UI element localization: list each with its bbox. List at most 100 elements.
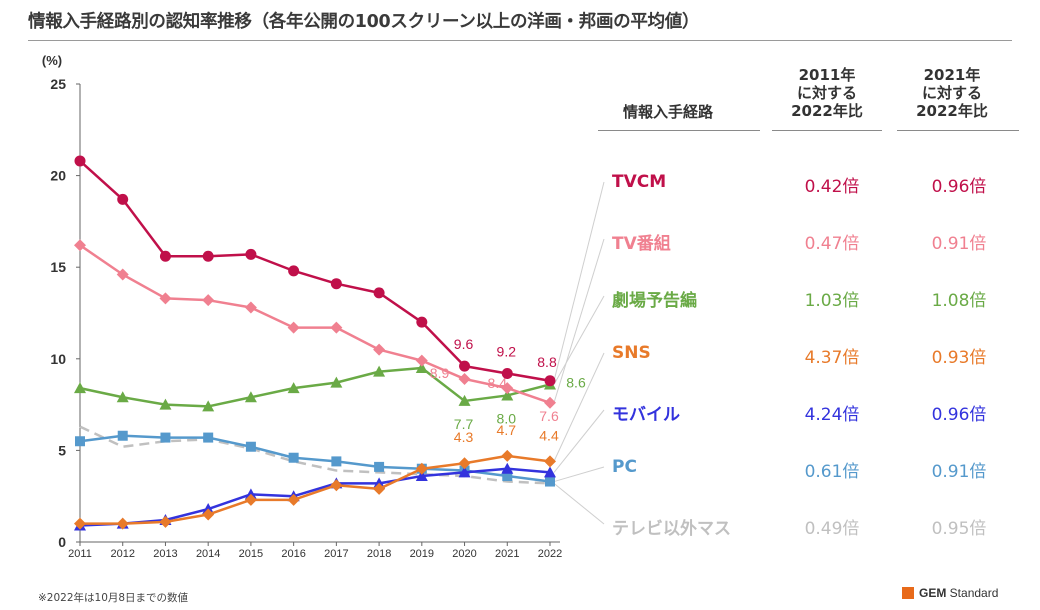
series-line-6 [79, 425, 551, 485]
data-point [373, 482, 386, 495]
data-point [501, 389, 514, 401]
x-tick-label: 2018 [367, 548, 391, 560]
page-title: 情報入手経路別の認知率推移（各年公開の100スクリーン以上の洋画・邦画の平均値） [28, 12, 700, 32]
y-tick-label: 10 [50, 351, 66, 367]
ratio-vs-2011: 1.03倍 [804, 291, 860, 311]
series-line-2 [79, 366, 551, 408]
header-rule-route [598, 130, 760, 131]
series-line-0 [79, 160, 551, 383]
data-point [287, 493, 300, 506]
row-label: PC [612, 457, 637, 477]
data-point [373, 343, 386, 356]
data-point [159, 292, 172, 305]
data-point [331, 456, 342, 467]
y-tick-label: 5 [58, 442, 66, 458]
data-point [116, 391, 129, 403]
data-point [545, 476, 555, 487]
row-label: TV番組 [612, 234, 671, 254]
data-point [116, 517, 129, 530]
leader-line [553, 295, 605, 385]
data-point [288, 265, 300, 277]
data-point [202, 294, 215, 307]
header-vs-2011: 2011年 に対する 2022年比 [791, 66, 863, 120]
data-point [330, 479, 343, 492]
leader-line [553, 409, 605, 473]
data-point [374, 461, 385, 472]
series-line-3 [80, 454, 551, 525]
x-tick-label: 2022 [538, 548, 562, 560]
data-label: 4.4 [539, 427, 559, 443]
ratio-vs-2021: 0.91倍 [931, 462, 987, 482]
y-axis-label: (%) [42, 53, 62, 68]
data-point [202, 400, 215, 412]
x-tick-label: 2017 [324, 548, 348, 560]
footnote: ※2022年は10月8日までの数値 [38, 592, 189, 604]
ratio-vs-2021: 1.08倍 [931, 291, 987, 311]
data-point [245, 441, 256, 452]
series-line-4 [79, 467, 551, 527]
data-point [159, 250, 171, 262]
leader-line [553, 238, 605, 403]
data-point [74, 239, 86, 252]
data-point [202, 250, 214, 262]
data-point [74, 382, 86, 394]
data-point [203, 432, 214, 443]
data-point [501, 449, 514, 462]
data-point [458, 466, 471, 478]
ratio-vs-2021: 0.91倍 [931, 234, 987, 254]
ratio-vs-2021: 0.95倍 [931, 519, 987, 539]
ratio-vs-2011: 0.61倍 [804, 462, 860, 482]
data-point [244, 391, 257, 403]
data-point [159, 398, 172, 410]
series-line-5 [79, 434, 551, 483]
header-rule-2011 [772, 130, 882, 131]
x-tick-label: 2016 [281, 548, 305, 560]
x-tick-label: 2019 [410, 548, 434, 560]
data-point [202, 508, 215, 521]
header-rule-2021 [897, 130, 1019, 131]
data-point [415, 361, 428, 373]
data-point [459, 360, 471, 372]
data-point [458, 394, 471, 406]
data-label: 7.7 [454, 416, 474, 432]
data-point [288, 452, 299, 463]
ratio-vs-2011: 4.37倍 [804, 348, 860, 368]
y-tick-label: 0 [58, 534, 66, 550]
data-point [415, 470, 428, 482]
data-point [330, 278, 342, 290]
row-label: テレビ以外マス [612, 519, 731, 539]
ratio-vs-2011: 0.49倍 [804, 519, 860, 539]
data-point [245, 248, 257, 260]
data-point [544, 375, 556, 387]
data-label: 4.7 [497, 422, 517, 438]
data-label: 8.4 [488, 375, 508, 391]
data-point [117, 430, 128, 441]
data-label: 8.0 [497, 410, 517, 426]
data-point [287, 321, 300, 334]
logo-square-icon [902, 587, 914, 599]
data-point [159, 515, 172, 528]
data-point [544, 455, 556, 468]
data-label: 8.6 [566, 374, 586, 390]
data-point [544, 396, 556, 409]
row-label: SNS [612, 343, 651, 363]
data-point [501, 382, 514, 395]
ratio-vs-2021: 0.96倍 [931, 405, 987, 425]
leader-line [553, 466, 605, 483]
data-label: 8.9 [430, 365, 450, 381]
row-label: 劇場予告編 [612, 291, 697, 311]
ratio-vs-2011: 0.47倍 [804, 234, 860, 254]
data-label: 4.3 [454, 429, 474, 445]
logo-bold: GEM [919, 586, 947, 600]
x-tick-label: 2015 [239, 548, 263, 560]
data-point [501, 462, 514, 474]
data-point [373, 287, 385, 299]
x-tick-label: 2021 [495, 548, 519, 560]
leader-line [553, 181, 605, 381]
data-point [502, 471, 513, 482]
title-divider [28, 40, 1012, 41]
series-line-1 [79, 244, 551, 404]
data-point [458, 372, 471, 385]
data-label: 8.8 [537, 354, 557, 370]
data-point [244, 493, 257, 506]
